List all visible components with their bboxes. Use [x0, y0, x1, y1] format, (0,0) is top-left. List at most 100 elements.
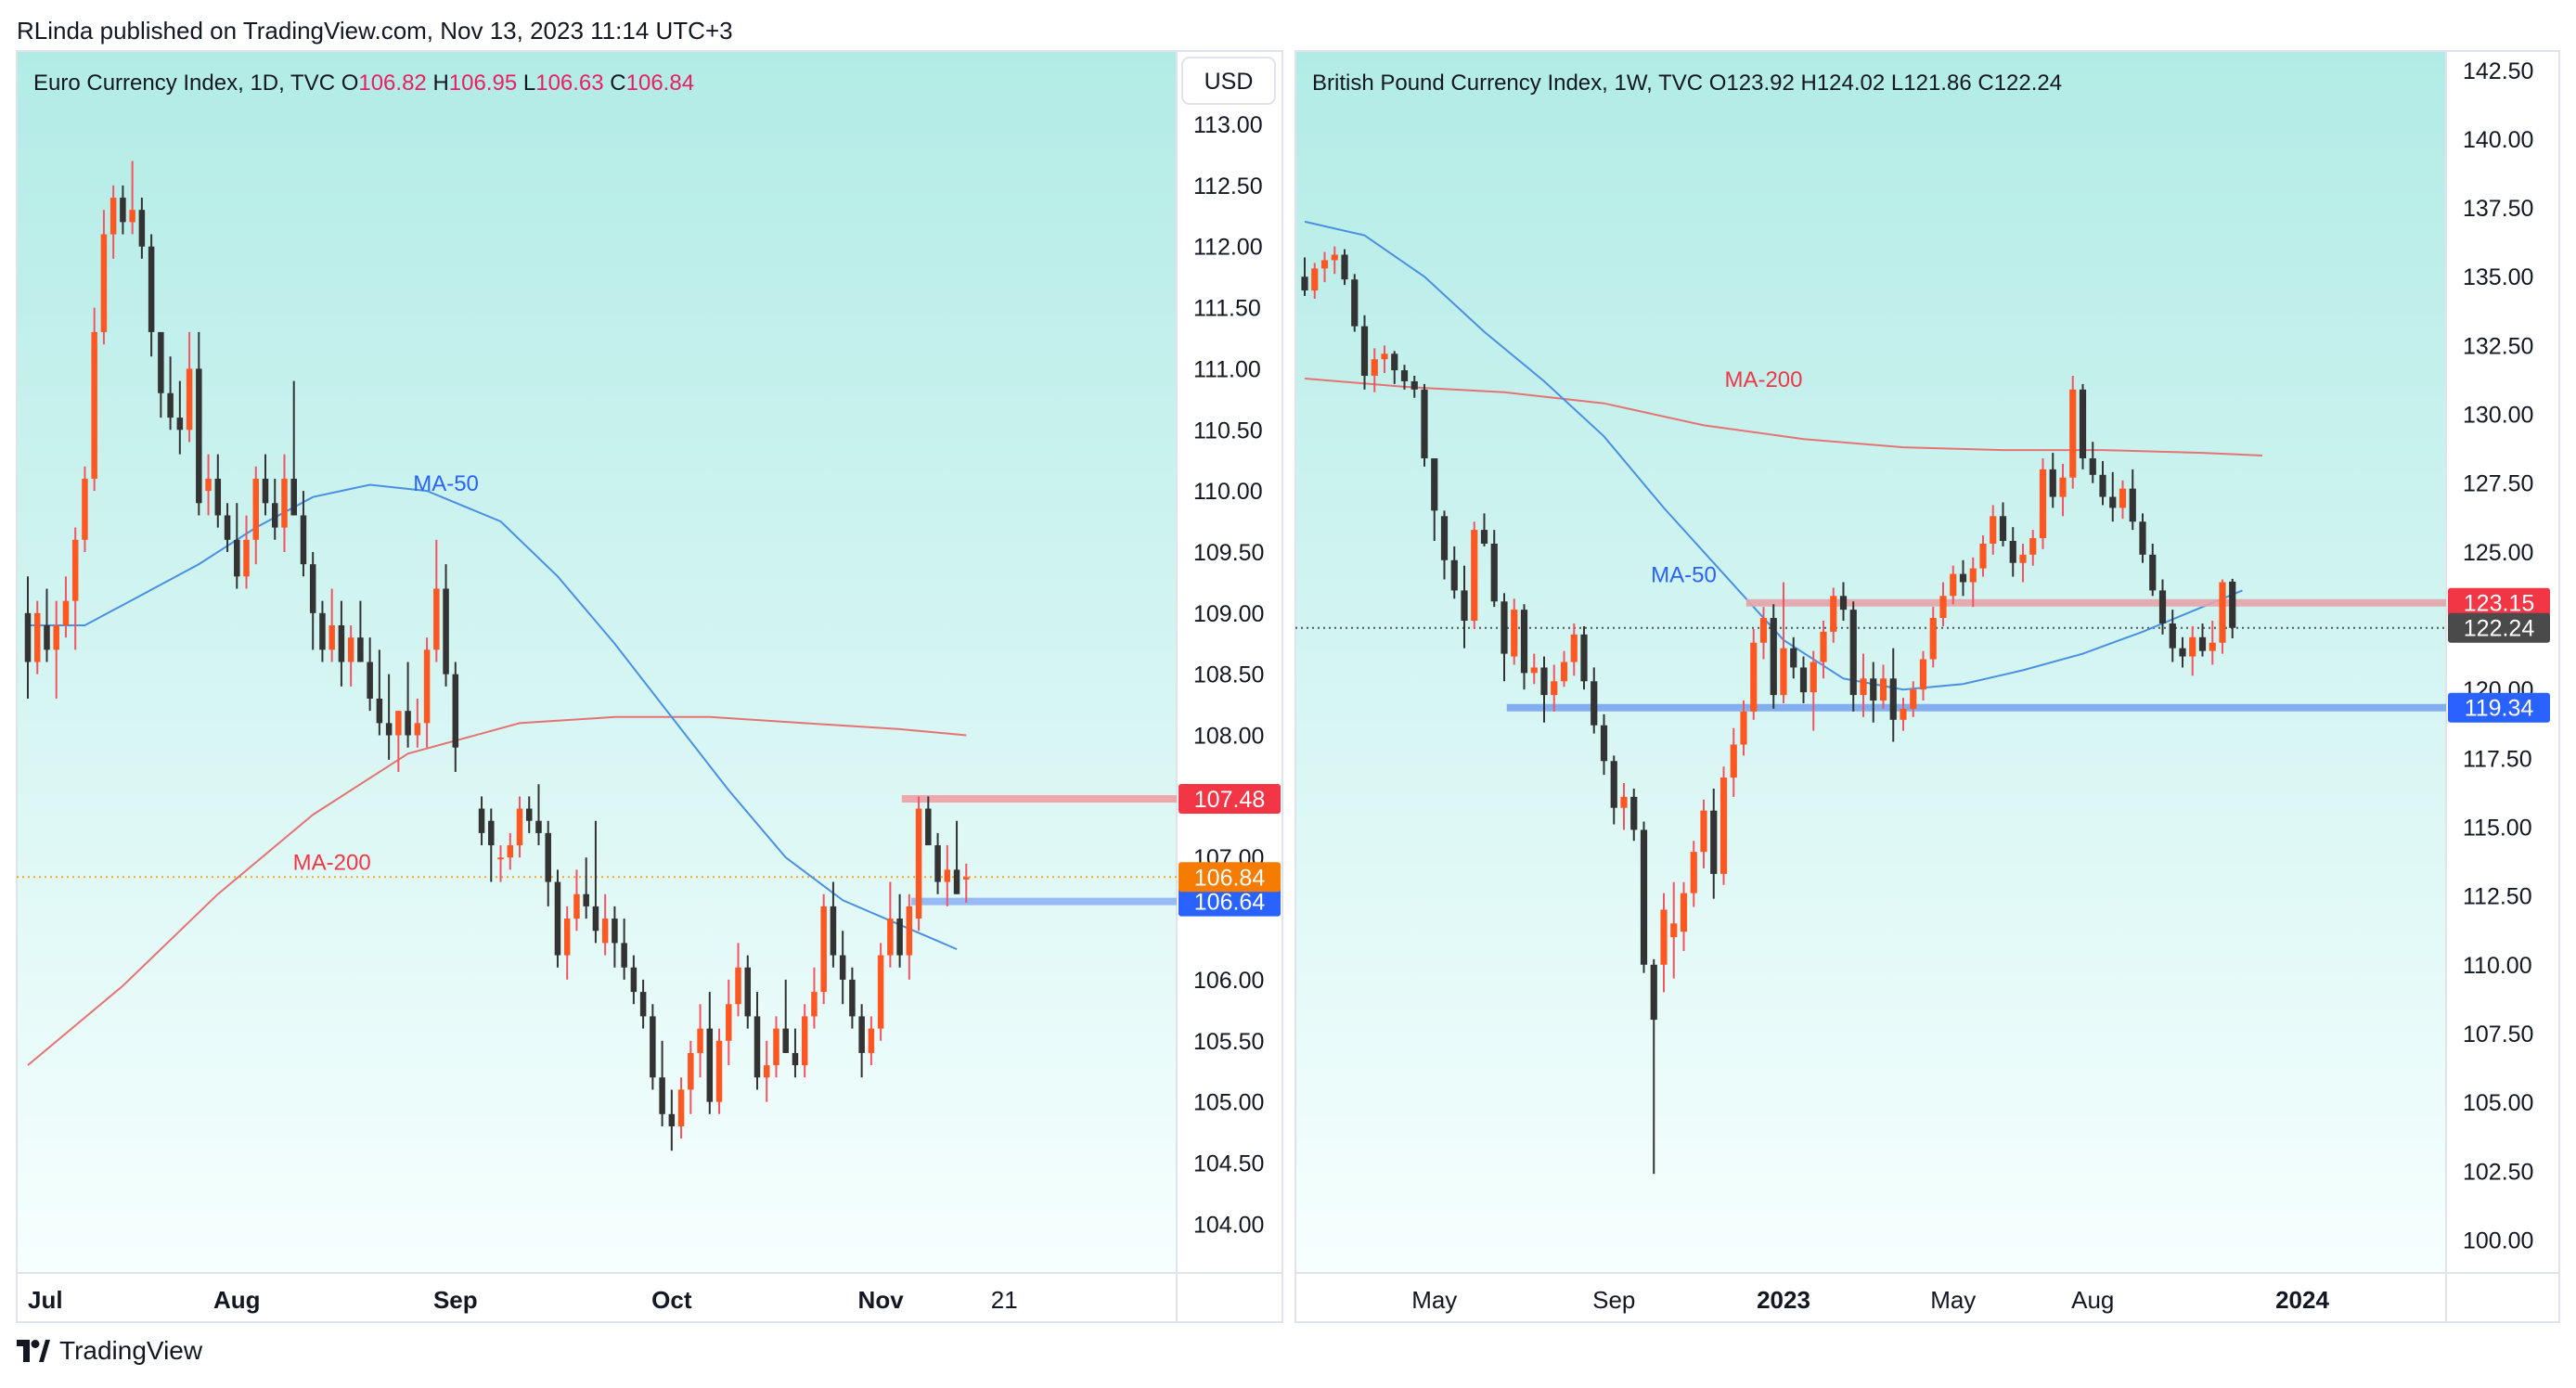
candle [1839, 582, 1848, 622]
pound-index-chart[interactable]: 142.50 140.00 137.50 135.00 132.50 130.00 127.… [1294, 50, 2560, 1323]
candle-body [1730, 744, 1737, 778]
price-tick-label: 108.00 [1193, 724, 1264, 750]
candle [1431, 458, 1438, 541]
candle-body [1950, 573, 1957, 597]
candle [395, 711, 402, 773]
candle [1391, 351, 1398, 384]
candle-body [1979, 543, 1987, 569]
price-tick-label: 132.50 [2463, 333, 2533, 359]
candle [1501, 593, 1508, 682]
candle-body [452, 674, 459, 748]
candle-body [1839, 596, 1848, 610]
candle-body [906, 906, 913, 956]
ohlc-key-l: L [523, 71, 535, 96]
chart-legend: Euro Currency Index, 1D, TVC O106.82 H10… [33, 71, 694, 96]
publisher-line: RLinda published on TradingView.com, Nov… [17, 17, 733, 45]
time-tick-label: May [1411, 1286, 1457, 1314]
plot-area [1295, 51, 2446, 1273]
candle [1421, 383, 1428, 467]
candle [2198, 623, 2207, 657]
candle [1461, 565, 1468, 649]
candle-body [2158, 590, 2167, 623]
ohlc-key-o: O [341, 71, 359, 96]
price-tick-label: 115.00 [2463, 815, 2532, 841]
candle [109, 185, 117, 259]
candle-body [1400, 370, 1409, 381]
ohlc-key-h: H [432, 71, 448, 96]
price-tick-label: 104.00 [1193, 1212, 1264, 1238]
candle-body [44, 624, 50, 650]
candle [782, 979, 789, 1053]
candle [1471, 521, 1478, 629]
candle [2089, 442, 2096, 483]
ma-50-label: MA-50 [1651, 562, 1717, 587]
candle-body [2059, 477, 2067, 497]
candle-body [1320, 260, 1329, 269]
candle [1750, 628, 1758, 720]
price-tick-label: 127.50 [2463, 471, 2533, 497]
candle-body [186, 368, 193, 431]
candle [1480, 513, 1488, 546]
candle-body [1511, 610, 1518, 657]
candle [300, 491, 307, 577]
candle-body [423, 649, 431, 724]
candle-body [405, 711, 411, 736]
candle-body [1421, 389, 1428, 458]
ohlc-value-h: 106.95 [449, 71, 523, 96]
candle-body [1670, 923, 1678, 938]
candle [1371, 348, 1378, 392]
candle [2019, 543, 2027, 583]
candle-body [376, 699, 383, 724]
candle-body [367, 662, 373, 700]
price-tick-label: 112.50 [1193, 174, 1263, 199]
candle-body [545, 832, 551, 882]
time-tick-label: 21 [991, 1286, 1018, 1314]
ma-200-label: MA-200 [293, 850, 371, 875]
candle-body [100, 234, 108, 332]
candle-body [443, 588, 449, 675]
candle-body [1849, 610, 1857, 696]
currency-selector [1181, 57, 1276, 105]
ohlc-value-c: 122.24 [1994, 71, 2062, 96]
price-tick-label: 112.50 [2463, 884, 2532, 910]
candle [91, 307, 97, 492]
candle-body [1591, 681, 1598, 726]
candle-body [1759, 618, 1768, 643]
candle [753, 992, 761, 1090]
candle [630, 955, 638, 1005]
candle-body [2119, 488, 2127, 508]
candle-body [1820, 631, 1827, 662]
last-price-badge [2448, 612, 2550, 643]
candle-body [621, 943, 627, 968]
candle [839, 931, 846, 1005]
candle-body [1341, 254, 1348, 280]
ohlc-key-c: C [1977, 71, 1993, 96]
candle-body [1710, 810, 1718, 874]
candle-body [953, 869, 960, 894]
candle [773, 1016, 779, 1078]
ma50-line [28, 483, 958, 950]
candle-body [1690, 852, 1697, 893]
candle [906, 893, 913, 980]
ma200-line [27, 715, 967, 1066]
candle-body [726, 1004, 732, 1041]
candle [868, 1016, 875, 1066]
candle-body [488, 820, 495, 846]
price-tick-label: 142.50 [2463, 58, 2533, 84]
candle-body [601, 919, 609, 944]
candle-body [877, 955, 884, 1029]
euro-index-chart[interactable]: 113.00 112.50 112.00 111.50 111.00 110.50 110.… [16, 50, 1283, 1323]
candle-body [1450, 559, 1458, 591]
price-tick-label: 109.00 [1193, 601, 1264, 627]
candle-body [811, 992, 818, 1017]
candle [186, 331, 193, 443]
candle-body [2089, 458, 2096, 475]
tradingview-brand[interactable]: TradingView [17, 1336, 202, 1366]
candle-body [1501, 601, 1508, 654]
candle-body [944, 869, 951, 882]
candle-body [2189, 636, 2196, 657]
last-price-badge-label: 106.84 [1194, 865, 1266, 891]
candle [1929, 607, 1937, 668]
candle [53, 600, 59, 700]
candle [2029, 530, 2037, 566]
